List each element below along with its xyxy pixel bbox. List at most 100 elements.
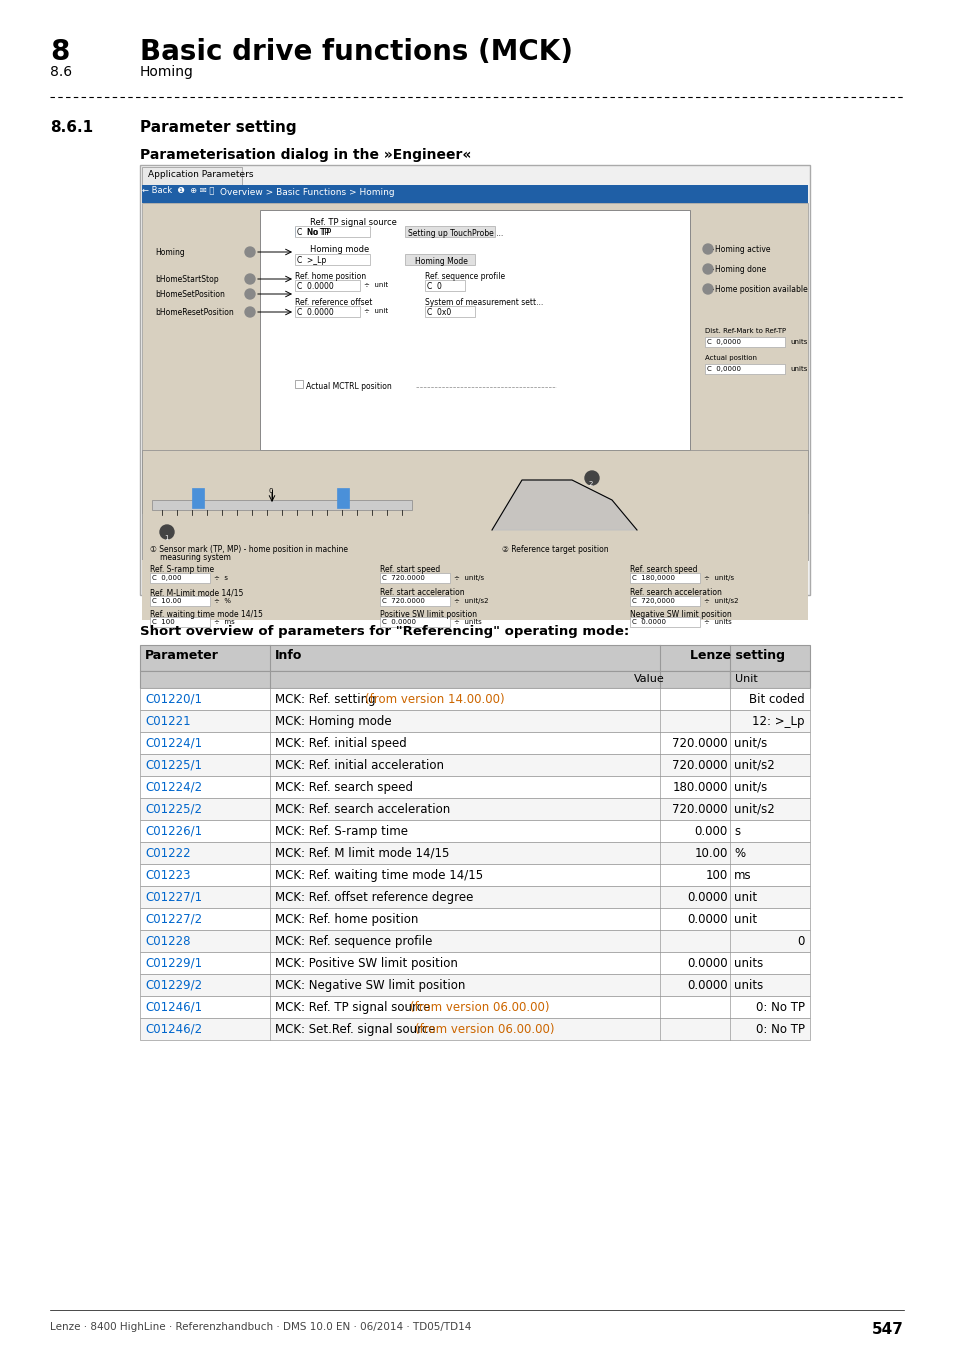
Bar — [140, 798, 809, 819]
Text: C  0.0000: C 0.0000 — [381, 620, 416, 625]
Bar — [140, 710, 809, 732]
Text: 0.000: 0.000 — [694, 825, 727, 838]
Bar — [379, 595, 450, 606]
Text: C01229/1: C01229/1 — [145, 957, 202, 971]
Bar — [140, 819, 809, 842]
Text: Info: Info — [274, 649, 302, 662]
Text: 180.0000: 180.0000 — [672, 782, 727, 794]
Text: C  720.0000: C 720.0000 — [381, 598, 424, 603]
Bar — [424, 279, 464, 292]
Bar — [150, 595, 210, 606]
Text: Lenze setting: Lenze setting — [689, 649, 784, 662]
Text: 10.00: 10.00 — [694, 846, 727, 860]
Circle shape — [245, 289, 254, 298]
Text: 12: >_Lp: 12: >_Lp — [752, 716, 804, 728]
Text: C  0.0000: C 0.0000 — [296, 308, 334, 317]
Text: 0.0000: 0.0000 — [687, 913, 727, 926]
Text: Dist. Ref-Mark to Ref-TP: Dist. Ref-Mark to Ref-TP — [704, 328, 785, 333]
Text: Ref. search speed: Ref. search speed — [629, 566, 697, 574]
Bar — [140, 165, 809, 595]
Text: C01227/1: C01227/1 — [145, 891, 202, 904]
Text: MCK: Ref. initial acceleration: MCK: Ref. initial acceleration — [274, 759, 443, 772]
Text: Ref. TP signal source: Ref. TP signal source — [310, 217, 396, 227]
Text: ÷  unit/s2: ÷ unit/s2 — [703, 598, 738, 603]
Text: unit: unit — [733, 891, 757, 904]
Text: Actual MCTRL position: Actual MCTRL position — [306, 382, 392, 391]
Text: ÷  %: ÷ % — [213, 598, 231, 603]
Text: ÷  unit/s2: ÷ unit/s2 — [454, 598, 488, 603]
Bar — [379, 572, 450, 583]
Text: ← Back  ❶  ⊕ ✉ 🖨: ← Back ❶ ⊕ ✉ 🖨 — [142, 185, 214, 194]
Bar — [150, 572, 210, 583]
Text: (from version 06.00.00): (from version 06.00.00) — [410, 1000, 549, 1014]
Bar — [150, 617, 210, 626]
Text: C  0,0000: C 0,0000 — [706, 366, 740, 373]
Text: ② Reference target position: ② Reference target position — [501, 545, 608, 554]
Bar — [140, 645, 809, 671]
Text: C01225/1: C01225/1 — [145, 759, 202, 772]
Bar — [405, 254, 475, 265]
Bar — [294, 254, 370, 265]
Text: C01225/2: C01225/2 — [145, 803, 202, 815]
Text: MCK: Ref. search speed: MCK: Ref. search speed — [274, 782, 413, 794]
Text: 1: 1 — [164, 535, 169, 541]
Bar — [294, 379, 303, 387]
Text: Parameterisation dialog in the »Engineer«: Parameterisation dialog in the »Engineer… — [140, 148, 471, 162]
Text: 8: 8 — [50, 38, 70, 66]
Text: C01246/2: C01246/2 — [145, 1023, 202, 1035]
Bar — [140, 952, 809, 973]
Circle shape — [245, 306, 254, 317]
Bar — [424, 306, 475, 317]
Text: C  >_Lp: C >_Lp — [296, 256, 326, 265]
Bar — [140, 996, 809, 1018]
Bar — [140, 973, 809, 996]
Circle shape — [245, 247, 254, 256]
Text: 8.6.1: 8.6.1 — [50, 120, 93, 135]
Bar — [140, 1018, 809, 1040]
Text: MCK: Ref. S-ramp time: MCK: Ref. S-ramp time — [274, 825, 408, 838]
Text: MCK: Ref. waiting time mode 14/15: MCK: Ref. waiting time mode 14/15 — [274, 869, 482, 882]
Text: 720.0000: 720.0000 — [672, 803, 727, 815]
Polygon shape — [492, 481, 637, 531]
Text: C01227/2: C01227/2 — [145, 913, 202, 926]
Text: unit/s: unit/s — [733, 782, 766, 794]
Text: Ref. start speed: Ref. start speed — [379, 566, 439, 574]
Text: 0.0000: 0.0000 — [687, 979, 727, 992]
Bar — [140, 842, 809, 864]
Text: C01226/1: C01226/1 — [145, 825, 202, 838]
Text: MCK: Positive SW limit position: MCK: Positive SW limit position — [274, 957, 457, 971]
Text: s: s — [733, 825, 740, 838]
Text: Home position available: Home position available — [714, 285, 807, 294]
Text: ÷  ms: ÷ ms — [213, 620, 234, 625]
Bar — [704, 338, 784, 347]
Text: (from version 06.00.00): (from version 06.00.00) — [415, 1023, 554, 1035]
Text: bHomeResetPosition: bHomeResetPosition — [154, 308, 233, 317]
Text: ① Sensor mark (TP, MP) - home position in machine: ① Sensor mark (TP, MP) - home position i… — [150, 545, 348, 554]
Text: No TP: No TP — [307, 228, 331, 238]
Text: ms: ms — [733, 869, 751, 882]
Text: Ref. home position: Ref. home position — [294, 271, 366, 281]
Text: 547: 547 — [871, 1322, 903, 1336]
Text: Ref. sequence profile: Ref. sequence profile — [424, 271, 504, 281]
Text: MCK: Set.Ref. signal source: MCK: Set.Ref. signal source — [274, 1023, 438, 1035]
Text: C  720.0000: C 720.0000 — [381, 575, 424, 580]
Text: MCK: Ref. setting: MCK: Ref. setting — [274, 693, 379, 706]
Text: Parameter: Parameter — [145, 649, 218, 662]
Text: MCK: Ref. TP signal source: MCK: Ref. TP signal source — [274, 1000, 434, 1014]
Text: MCK: Ref. offset reference degree: MCK: Ref. offset reference degree — [274, 891, 473, 904]
Text: 0.0000: 0.0000 — [687, 957, 727, 971]
Text: Basic drive functions (MCK): Basic drive functions (MCK) — [140, 38, 573, 66]
Text: Homing Mode: Homing Mode — [415, 256, 467, 266]
Text: MCK: Negative SW limit position: MCK: Negative SW limit position — [274, 979, 465, 992]
Text: Ref. waiting time mode 14/15: Ref. waiting time mode 14/15 — [150, 610, 263, 620]
Text: ÷  s: ÷ s — [213, 575, 228, 580]
Text: unit/s2: unit/s2 — [733, 759, 774, 772]
Text: C01224/2: C01224/2 — [145, 782, 202, 794]
Text: Ref. start acceleration: Ref. start acceleration — [379, 589, 464, 597]
Text: 0: 0 — [797, 936, 804, 948]
Text: C01222: C01222 — [145, 846, 191, 860]
Text: ÷  unit: ÷ unit — [364, 282, 388, 288]
Text: MCK: Ref. search acceleration: MCK: Ref. search acceleration — [274, 803, 450, 815]
Bar — [192, 487, 204, 508]
Bar — [140, 688, 809, 710]
